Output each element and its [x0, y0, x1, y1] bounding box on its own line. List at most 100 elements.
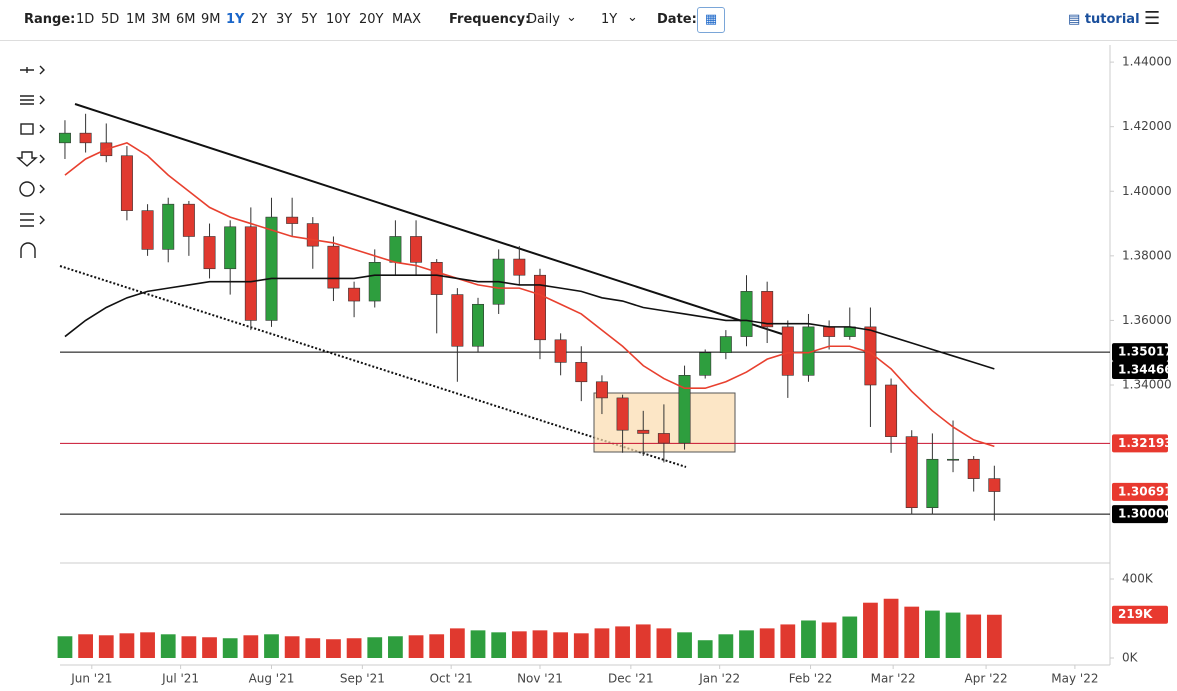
volume-bar	[367, 637, 383, 658]
dropdown-arrow: ⌄	[566, 10, 577, 25]
x-tick-label: Jan '22	[698, 672, 740, 686]
range-option[interactable]: 10Y	[326, 12, 351, 27]
range-option[interactable]: 2Y	[251, 12, 268, 27]
moving-average	[64, 274, 995, 370]
candle-body	[389, 236, 402, 263]
frequency-label: Frequency:	[449, 12, 531, 27]
candle-body	[781, 326, 794, 376]
range-option[interactable]: 1M	[126, 12, 146, 27]
menu-icon[interactable]: ☰	[1144, 8, 1161, 29]
volume-bar	[635, 624, 651, 658]
dropdown-arrow: ⌄	[627, 10, 638, 25]
volume-bar	[842, 616, 858, 658]
volume-bar	[202, 637, 217, 658]
volume-bar	[697, 640, 713, 658]
volume-bar	[966, 614, 982, 658]
calendar-button[interactable]: ▦	[697, 7, 725, 33]
candle-body	[265, 216, 278, 321]
candle-body	[967, 458, 980, 479]
tool-icons	[16, 65, 45, 258]
volume-bar	[532, 630, 548, 658]
price-tag	[1112, 482, 1168, 501]
candle-body	[616, 397, 629, 431]
range-option[interactable]: 9M	[201, 12, 221, 27]
volume-bar	[821, 622, 837, 658]
volume-bar	[945, 612, 961, 658]
candle-body	[79, 132, 92, 144]
volume-bar	[594, 628, 610, 658]
volume-bar	[759, 628, 775, 658]
x-tick-label: Apr '22	[965, 672, 1008, 686]
candle-body	[368, 262, 381, 302]
candle-body	[637, 429, 650, 434]
y-tick-label: 1.34000	[1122, 377, 1172, 391]
x-tick-label: Jul '21	[161, 672, 199, 686]
range-option[interactable]: 1Y	[226, 12, 245, 27]
volume-bar	[119, 633, 135, 658]
x-tick-label: Jun '21	[70, 672, 112, 686]
range-option[interactable]: 6M	[176, 12, 196, 27]
tutorial-link[interactable]: ▤ tutorial	[1068, 12, 1140, 27]
volume-bar	[264, 634, 279, 658]
chevron	[39, 154, 45, 164]
volume-bar	[408, 635, 424, 658]
range-option[interactable]: 5Y	[301, 12, 318, 27]
y-tick-label: 1.36000	[1122, 313, 1172, 327]
range-option[interactable]: 20Y	[359, 12, 384, 27]
volume-bar	[305, 638, 321, 658]
volume-bar	[449, 628, 465, 658]
volume-bar	[222, 638, 238, 658]
candle-body	[947, 458, 960, 461]
volume-bar	[346, 638, 362, 658]
volume-bar	[511, 631, 527, 658]
candle-body	[657, 433, 670, 444]
volume-bar	[615, 626, 630, 658]
tool-note	[19, 181, 35, 197]
x-tick-label: Oct '21	[430, 672, 473, 686]
volume-bar	[925, 610, 940, 658]
toolbar: Range: 1D 5D 1M 3M 6M 9M 1Y 2Y 3Y 5Y 10Y 20Y MAX Fre…	[0, 0, 1177, 41]
volume-bar	[491, 632, 507, 658]
volume-bar	[801, 620, 816, 658]
candle-body	[141, 210, 154, 250]
volume-bar	[78, 634, 93, 658]
volume-bar	[57, 636, 73, 658]
period-select[interactable]: 1Y	[601, 12, 618, 27]
price-tag	[1112, 360, 1168, 379]
candle-body	[58, 132, 71, 144]
candle-body	[410, 236, 423, 263]
x-tick-label: Dec '21	[608, 672, 654, 686]
chevron	[39, 124, 45, 134]
range-option[interactable]: 3M	[151, 12, 171, 27]
range-option[interactable]: 3Y	[276, 12, 293, 27]
range-option[interactable]: MAX	[392, 12, 422, 27]
candle-body	[864, 326, 877, 386]
price-tag-label: 219K	[1118, 607, 1153, 621]
candle-body	[740, 291, 753, 337]
volume-bar	[883, 598, 899, 658]
range-option[interactable]: 1D	[76, 12, 95, 27]
volume-bar	[284, 636, 300, 658]
candle-body	[120, 155, 133, 211]
candle-body	[286, 216, 299, 224]
candle-body	[224, 226, 237, 270]
price-tag	[1112, 434, 1168, 453]
candle-body	[244, 226, 257, 321]
volume-bar	[863, 602, 878, 658]
candle-body	[451, 294, 464, 347]
tool-pitch	[20, 213, 45, 227]
range-option[interactable]: 5D	[101, 12, 120, 27]
volume-bar	[718, 634, 734, 658]
x-tick-label: Sep '21	[340, 672, 385, 686]
x-tick-label: Mar '22	[871, 672, 916, 686]
volume-bar	[98, 635, 114, 658]
x-tick-label: Nov '21	[517, 672, 563, 686]
range-label: Range:	[24, 12, 76, 27]
y-tick-label: 1.42000	[1122, 119, 1172, 133]
candle-body	[761, 291, 774, 328]
candle-body	[595, 381, 608, 399]
frequency-select[interactable]: Daily	[527, 12, 560, 27]
volume-bar	[739, 630, 754, 658]
volume-bar	[553, 632, 569, 658]
